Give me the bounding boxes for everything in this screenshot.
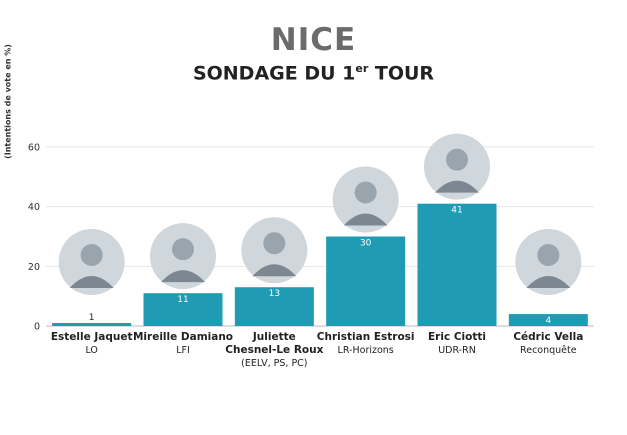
candidate-photo bbox=[241, 217, 308, 284]
candidate-name: Estelle Jaquet bbox=[50, 331, 133, 343]
candidate-photo bbox=[332, 166, 399, 233]
photo-head bbox=[172, 238, 194, 261]
candidate-photo bbox=[424, 133, 490, 200]
photo-head bbox=[354, 181, 377, 204]
bar bbox=[326, 236, 406, 326]
photo-body bbox=[343, 213, 388, 226]
candidate-name: Mireille Damiano bbox=[132, 331, 234, 343]
candidate-name: Juliette Chesnel-Le Roux bbox=[225, 331, 324, 356]
bar bbox=[52, 323, 132, 326]
bar-value-label: 41 bbox=[451, 206, 462, 216]
candidate-label: Eric Ciotti UDR-RN bbox=[397, 331, 517, 357]
candidate-photo bbox=[515, 229, 582, 295]
candidate-label: Mireille Damiano LFI bbox=[123, 331, 243, 357]
candidate-party: LFI bbox=[176, 345, 190, 356]
chart-title: NICE bbox=[270, 22, 357, 58]
candidate-party: LR-Horizons bbox=[337, 345, 394, 356]
candidate-party: UDR-RN bbox=[438, 345, 476, 356]
candidate-label: Christian Estrosi LR-Horizons bbox=[306, 331, 426, 357]
candidate-name: Christian Estrosi bbox=[316, 331, 415, 343]
bar bbox=[508, 314, 588, 326]
photo-body bbox=[69, 276, 114, 288]
y-tick-label: 20 bbox=[28, 262, 40, 273]
y-tick-label: 60 bbox=[28, 143, 40, 154]
chart-subtitle: SONDAGE DU 1er TOUR bbox=[192, 62, 435, 85]
candidate-party: LO bbox=[85, 345, 98, 356]
candidate-name: Eric Ciotti bbox=[428, 331, 486, 343]
y-tick-label: 0 bbox=[34, 322, 40, 333]
candidate-photo bbox=[150, 223, 216, 290]
bar-value-label: 13 bbox=[269, 289, 280, 299]
bar-value-label: 11 bbox=[177, 295, 188, 305]
bar bbox=[417, 203, 497, 326]
bar bbox=[234, 287, 314, 326]
candidate-photo bbox=[58, 229, 125, 295]
candidate-label: Estelle Jaquet LO bbox=[32, 331, 152, 357]
photo-head bbox=[446, 148, 468, 171]
candidate-label: Cédric Vella Reconquête bbox=[488, 331, 608, 357]
candidate-label: Juliette Chesnel-Le Roux (EELV, PS, PC) bbox=[214, 331, 334, 370]
bar-value-label: 4 bbox=[545, 316, 551, 326]
candidate-party: (EELV, PS, PC) bbox=[241, 358, 308, 369]
bar-value-label: 1 bbox=[89, 313, 95, 323]
photo-body bbox=[526, 276, 571, 288]
photo-body bbox=[435, 180, 479, 193]
photo-head bbox=[263, 232, 286, 255]
bar bbox=[143, 293, 223, 326]
photo-head bbox=[80, 244, 103, 266]
photo-head bbox=[537, 244, 560, 266]
photo-body bbox=[252, 264, 297, 277]
candidate-party: Reconquête bbox=[520, 345, 577, 356]
bar-value-label: 30 bbox=[360, 239, 372, 249]
photo-body bbox=[161, 270, 205, 283]
candidate-name: Cédric Vella bbox=[513, 331, 584, 343]
y-tick-label: 40 bbox=[28, 202, 40, 213]
